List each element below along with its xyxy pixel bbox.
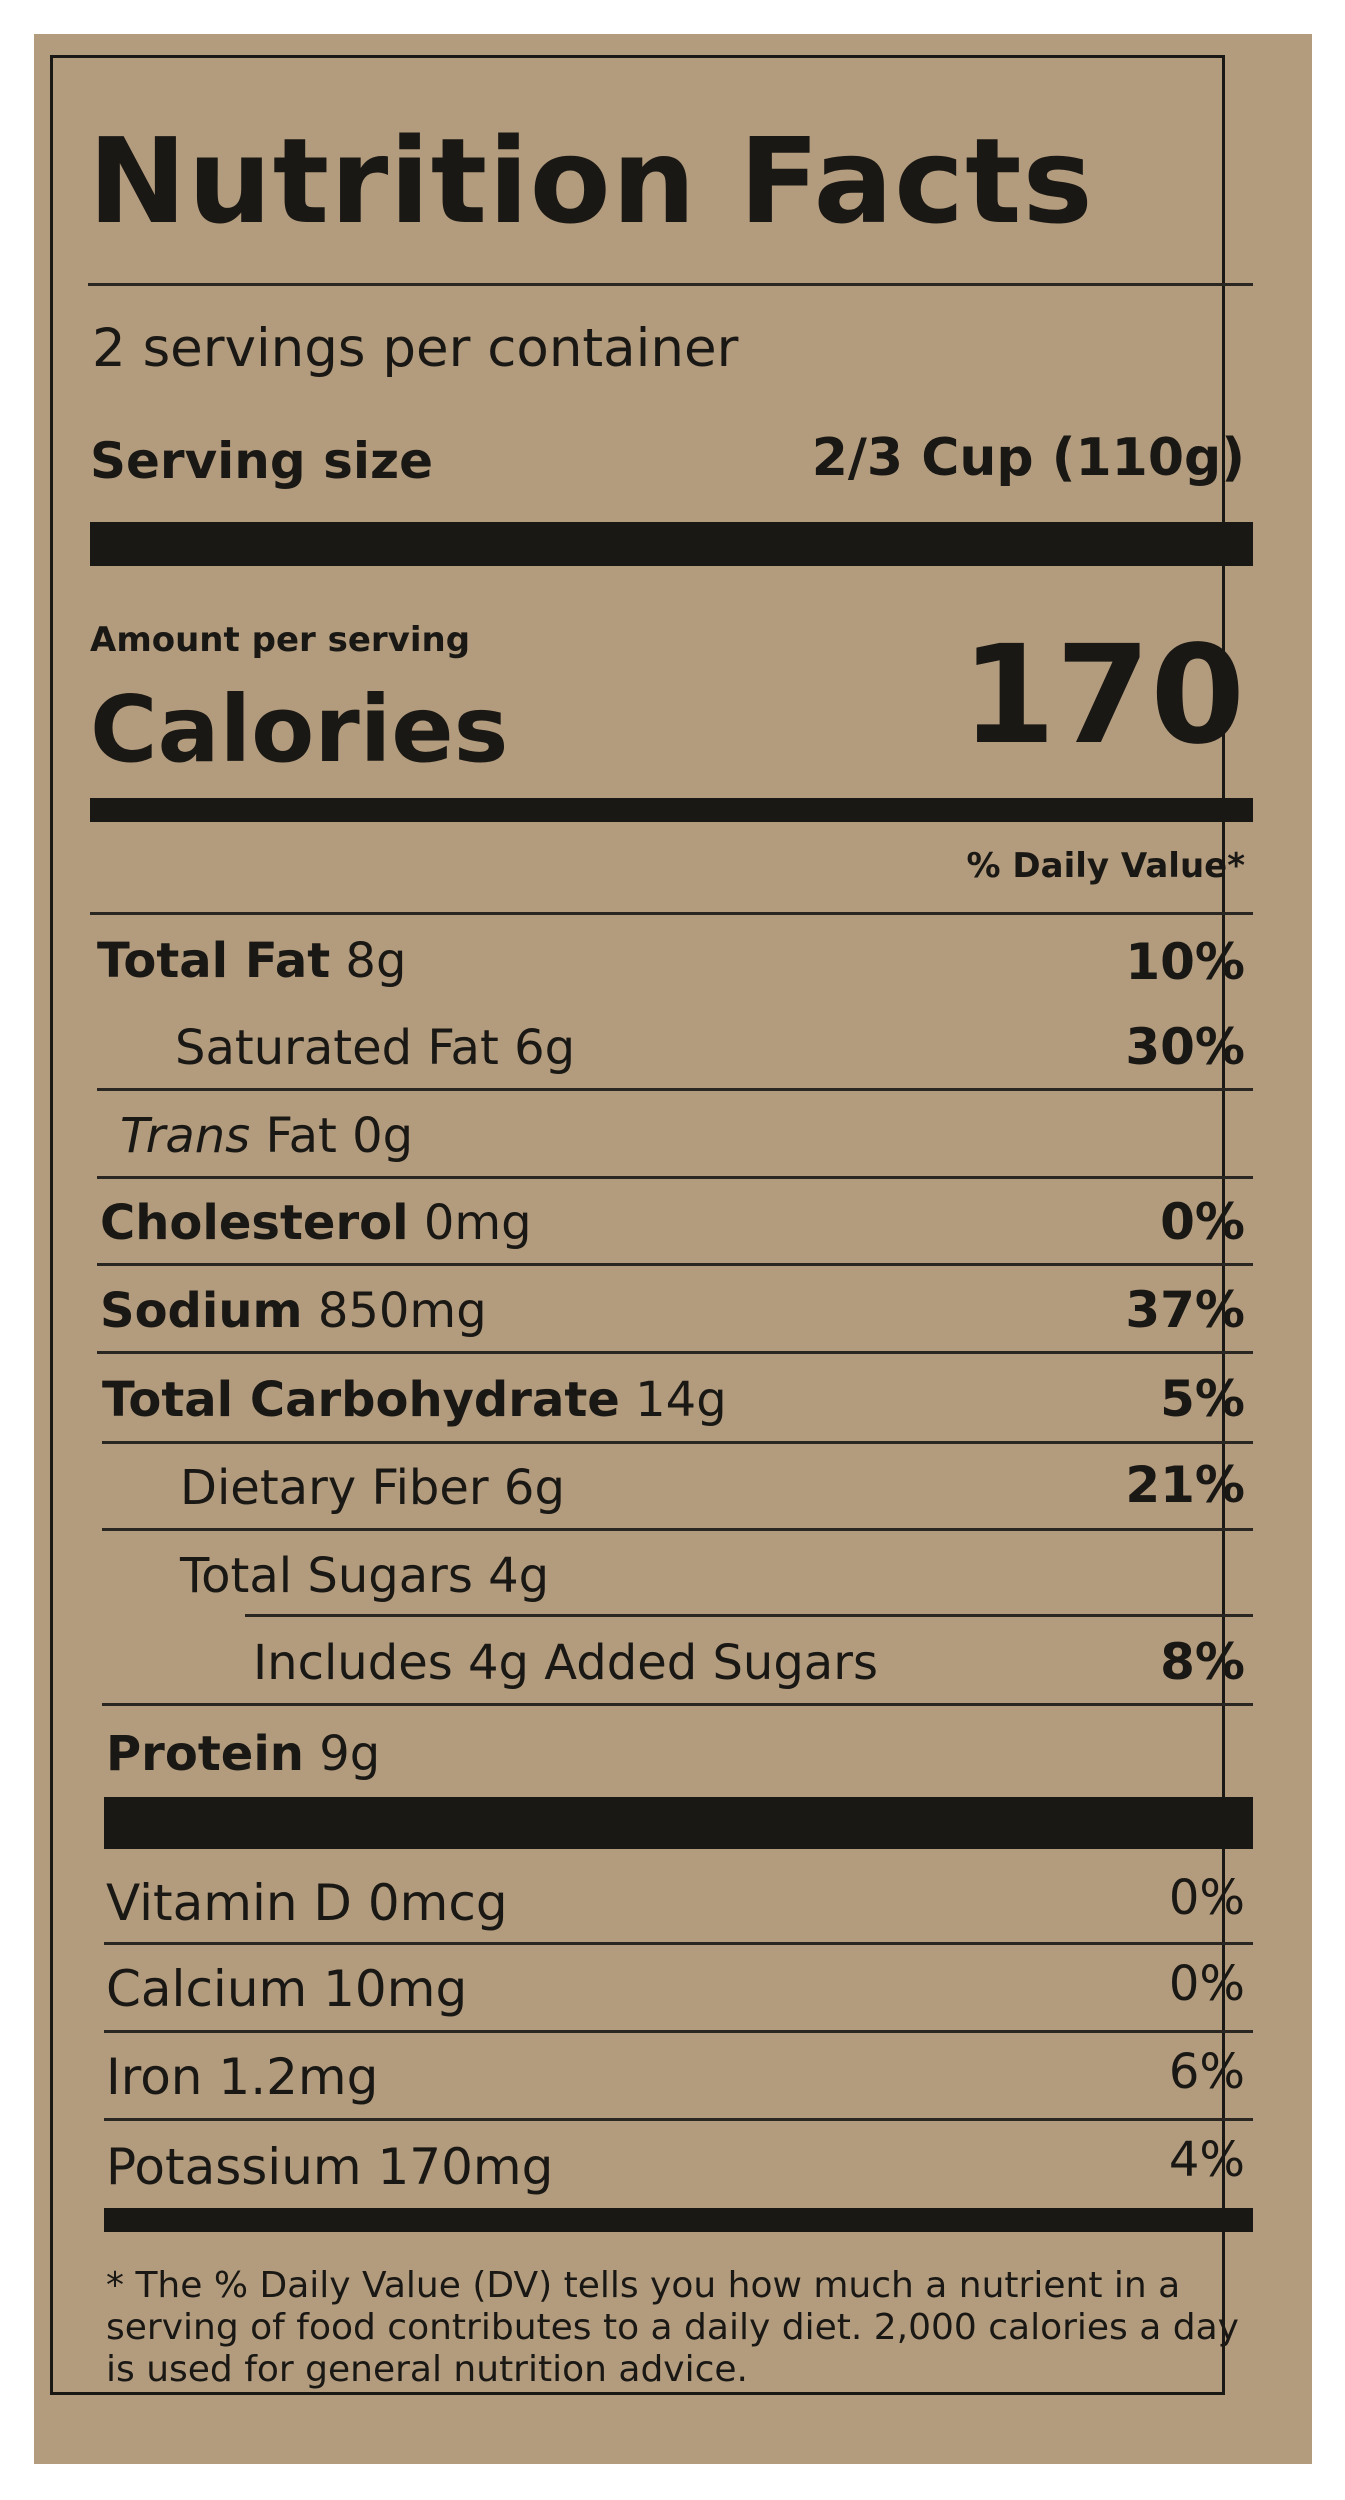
divider	[104, 1942, 1253, 1945]
iron-row: Iron 1.2mg	[106, 2048, 379, 2106]
vitamin-d-row: Vitamin D 0mcg	[106, 1874, 508, 1932]
amount-per-serving: Amount per serving	[90, 620, 471, 660]
nutrient-amount: 6g	[514, 1020, 576, 1076]
nutrient-name: Saturated Fat	[175, 1020, 499, 1076]
divider	[104, 2030, 1253, 2033]
kraft-background	[34, 34, 1312, 2464]
nutrient-row-sodium: Sodium 850mg	[100, 1283, 487, 1339]
potassium-row: Potassium 170mg	[106, 2138, 554, 2196]
nutrient-name: Cholesterol	[100, 1195, 409, 1251]
divider	[245, 1614, 1253, 1617]
nutrient-dv: 5%	[1160, 1370, 1245, 1428]
nutrient-amount: 9g	[319, 1726, 381, 1782]
thick-bar-vitamins	[104, 1797, 1253, 1849]
calories-label: Calories	[90, 676, 509, 783]
nutrient-row-total-fat: Total Fat 8g	[97, 933, 406, 989]
nutrient-name: Sodium	[100, 1283, 303, 1339]
nutrient-row-total-carbohydrate: Total Carbohydrate 14g	[102, 1372, 727, 1428]
nutrient-dv: 37%	[1125, 1281, 1245, 1339]
nutrient-amount: 850mg	[317, 1283, 487, 1339]
divider	[97, 1263, 1253, 1266]
vitamin-dv: 6%	[1168, 2044, 1245, 2100]
thick-bar-top	[90, 522, 1253, 566]
nutrient-amount: 6g	[503, 1460, 565, 1516]
nutrient-amount: 8g	[345, 933, 407, 989]
divider	[104, 2118, 1253, 2121]
nutrient-amount: 4g	[488, 1548, 550, 1604]
vitamin-dv: 0%	[1168, 1956, 1245, 2012]
daily-value-header: % Daily Value*	[966, 846, 1245, 886]
daily-value-footnote: * The % Daily Value (DV) tells you how m…	[106, 2265, 1239, 2391]
divider	[90, 912, 1253, 915]
nutrient-name: Total Carbohydrate	[102, 1372, 620, 1428]
nutrient-row-total-sugars: Total Sugars 4g	[180, 1548, 549, 1604]
vitamin-dv: 4%	[1168, 2132, 1245, 2188]
nutrient-dv: 0%	[1160, 1193, 1245, 1251]
nutrient-name-italic: Trans	[120, 1108, 251, 1164]
thick-bar-bottom	[104, 2208, 1253, 2232]
nutrient-row-protein: Protein 9g	[106, 1726, 380, 1782]
nutrient-row-trans-fat: Trans Fat 0g	[120, 1108, 413, 1164]
title-divider	[88, 283, 1253, 286]
divider	[102, 1441, 1253, 1444]
divider	[102, 1703, 1253, 1706]
nutrient-name: Fat	[265, 1108, 337, 1164]
divider	[97, 1176, 1253, 1179]
nutrient-dv: 21%	[1125, 1456, 1245, 1514]
nutrient-name: Dietary Fiber	[180, 1460, 489, 1516]
nutrition-label-border	[50, 55, 1225, 2395]
serving-size-label: Serving size	[90, 432, 434, 490]
nutrient-row-saturated-fat: Saturated Fat 6g	[175, 1020, 575, 1076]
calories-value: 170	[961, 617, 1245, 775]
calcium-row: Calcium 10mg	[106, 1960, 468, 2018]
nutrient-dv: 10%	[1125, 933, 1245, 991]
thick-bar-calories	[90, 798, 1253, 822]
nutrient-amount: 14g	[635, 1372, 727, 1428]
nutrient-name: Total Sugars	[180, 1548, 473, 1604]
nutrient-name: Protein	[106, 1726, 304, 1782]
nutrient-dv: 8%	[1160, 1633, 1245, 1691]
nutrient-row-added-sugars: Includes 4g Added Sugars	[253, 1635, 878, 1691]
nutrient-dv: 30%	[1125, 1018, 1245, 1076]
nutrient-row-cholesterol: Cholesterol 0mg	[100, 1195, 532, 1251]
divider	[97, 1351, 1253, 1354]
vitamin-dv: 0%	[1168, 1870, 1245, 1926]
divider	[102, 1528, 1253, 1531]
nutrient-name: Total Fat	[97, 933, 331, 989]
divider	[97, 1088, 1253, 1091]
nutrient-row-dietary-fiber: Dietary Fiber 6g	[180, 1460, 565, 1516]
nutrient-amount: 0g	[352, 1108, 414, 1164]
serving-size-value: 2/3 Cup (110g)	[811, 428, 1245, 488]
label-title: Nutrition Facts	[88, 112, 1094, 250]
servings-per-container: 2 servings per container	[92, 318, 739, 379]
nutrient-amount: 0mg	[423, 1195, 532, 1251]
